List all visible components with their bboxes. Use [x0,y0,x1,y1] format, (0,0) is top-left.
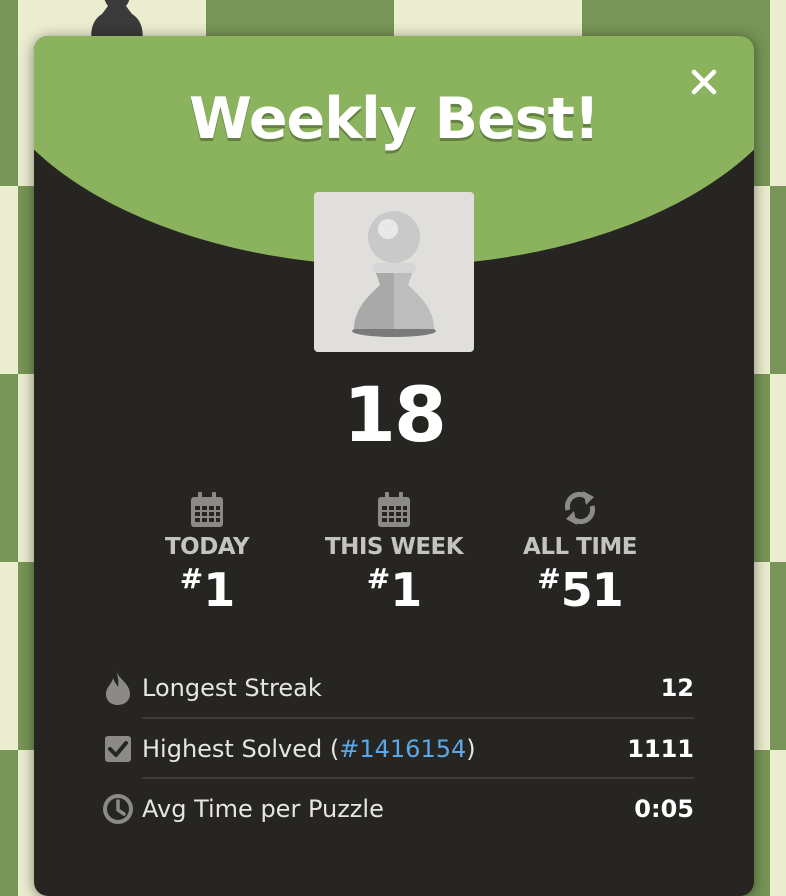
piece-badge [314,192,474,352]
refresh-icon [564,491,596,525]
longest-streak-value: 12 [660,674,694,702]
checkbox-icon [105,736,131,762]
calendar-icon [378,492,410,527]
divider [142,777,694,779]
rank-all-time-label: ALL TIME [523,534,637,560]
pawn-icon [352,211,436,337]
divider [142,717,694,719]
flame-icon [106,671,130,705]
rank-this-week: THIS WEEK #1 [304,488,484,617]
clock-icon [103,794,133,824]
avg-time-label: Avg Time per Puzzle [142,795,384,823]
stat-row-avg-time: Avg Time per Puzzle 0:05 [98,779,694,839]
rank-all-time-value: #51 [537,562,623,617]
calendar-icon [191,492,223,527]
longest-streak-label: Longest Streak [142,674,322,702]
weekly-best-modal: Weekly Best! 18 [34,36,754,896]
rank-today: TODAY #1 [117,488,297,617]
rank-today-value: #1 [179,562,235,617]
stat-row-longest-streak: Longest Streak 12 [98,658,694,718]
stat-row-highest-solved: Highest Solved (#1416154) 1111 [98,719,694,779]
puzzle-link[interactable]: #1416154 [339,735,467,763]
modal-title: Weekly Best! [189,86,600,152]
rank-today-label: TODAY [164,534,250,560]
highest-solved-label: Highest Solved (#1416154) [142,735,476,763]
puzzle-score: 18 [343,370,447,459]
close-button[interactable] [686,64,722,100]
rank-this-week-value: #1 [366,562,422,617]
rank-this-week-label: THIS WEEK [324,534,464,560]
avg-time-value: 0:05 [634,795,694,823]
board-pawn-icon [91,0,143,42]
highest-solved-value: 1111 [627,735,694,763]
rank-all-time: ALL TIME #51 [490,488,670,617]
close-icon [691,69,717,95]
